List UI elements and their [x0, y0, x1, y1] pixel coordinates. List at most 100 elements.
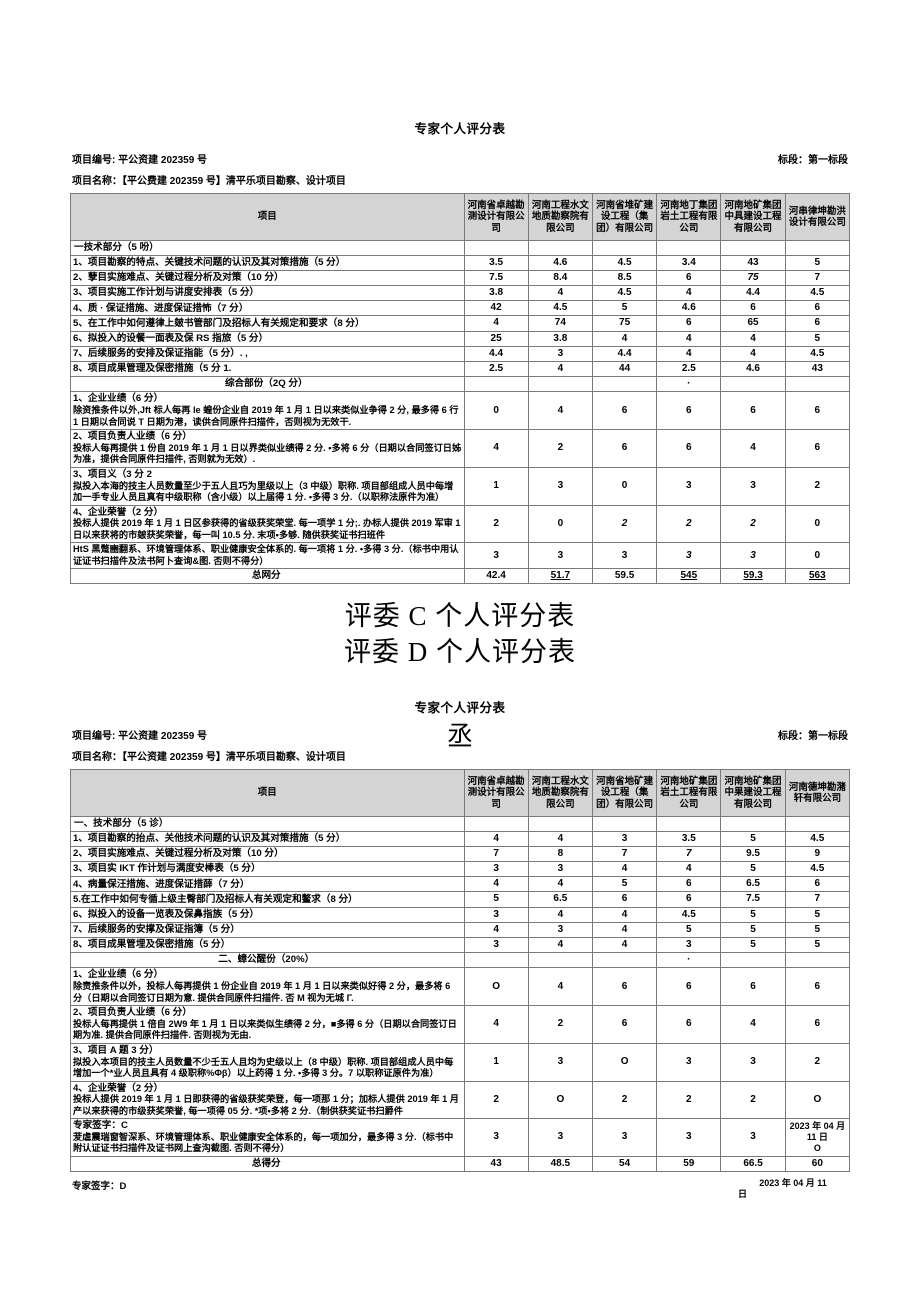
score-cell: 7	[784, 891, 851, 908]
cell	[720, 952, 786, 969]
score-cell: 75	[591, 315, 658, 332]
score-cell: 4	[656, 345, 722, 363]
score-cell: 5	[784, 937, 851, 954]
header-bidder-2: 河南工程水文地质勘察院有限公司	[527, 769, 593, 817]
table-row: 1、企业业绩（6 分） 除责推条件以外，投标人每再提供 1 份企业自 2019 …	[70, 967, 851, 1007]
section-label-1: 标段：第一标段	[778, 155, 848, 166]
score-cell: 6	[591, 429, 658, 468]
criterion-title: 2、项目负责人业绩（6 分）	[73, 431, 192, 443]
score-cell: 65	[720, 315, 786, 332]
criterion-label: 4、企业荣誉（2 分） 投标人提供 2019 年 1 月 1 日区参获得的省级获…	[70, 504, 465, 544]
score-cell: 5	[591, 300, 658, 317]
score-cell: 4	[527, 967, 593, 1007]
score-cell: 3	[656, 542, 722, 570]
criterion-label: 7、后续服务的安撑及保证指簿（5 分）	[70, 921, 465, 939]
criterion-desc: 投标人每再提供 1 倍自 2W9 年 1 月 1 日以来类似生绩得 2 分，■多…	[73, 1018, 457, 1041]
cell	[784, 240, 851, 256]
score-cell: 4	[591, 906, 658, 923]
score-cell: 6.5	[720, 876, 786, 893]
score-cell: 7	[784, 269, 851, 287]
score-cell: 2	[656, 504, 722, 544]
header-item: 项目	[70, 769, 465, 817]
score-cell: 5	[784, 254, 851, 271]
total-cell: 66.5	[720, 1155, 786, 1173]
score-cell: 5	[720, 921, 786, 939]
cell	[591, 376, 658, 393]
header-bidder-5: 河南地矿集团中果建设工程有限公司	[720, 769, 786, 817]
cell	[720, 816, 786, 832]
score-cell: 43	[720, 254, 786, 271]
criterion-label: 2、项目实施难点、关键过程分析及对策（10 分）	[70, 845, 465, 863]
criterion-label: 3、项目实施工作计划与讲度安排表（5 分）	[70, 285, 465, 302]
cell	[591, 952, 658, 969]
total-cell: 563	[784, 568, 851, 585]
score-cell: 4	[720, 429, 786, 468]
score-cell: O	[527, 1080, 593, 1120]
table-row: 8、项目成果管理及保密措施（5 分 1. 2.5 4 44 2.5 4.6 43	[70, 361, 851, 378]
criterion-label: 6、拟投入的设备一览表及保鼻指族（5 分）	[70, 906, 465, 923]
table-row: 专家签字：C 茇虐震瑞窗智深系、环境管理体系、职业健康安全体系的，每一项加分，最…	[70, 1118, 851, 1157]
score-cell: 2	[591, 1080, 658, 1120]
table-row: 7、后续服务的安排及保证指能（5 分）. , 4.4 3 4.4 4 4 4.5	[70, 345, 851, 363]
cell	[463, 376, 529, 393]
total-cell: 43	[463, 1155, 529, 1173]
criterion-label: 1、企业业绩（6 分） 除资推条件以外,Jft 标人每再 le 蝗份企业自 20…	[70, 391, 465, 431]
criterion-label: 6、拟投入的设餐一面表及保 RS 指旅（5 分）	[70, 330, 465, 347]
score-cell: 4.5	[527, 300, 593, 317]
score-cell: 3	[527, 861, 593, 878]
table-row: 4、病量保汪措施、进度保证措薛（7 分） 4 4 5 6 6.5 6	[70, 876, 851, 893]
signature-date-line2: O	[813, 1143, 821, 1154]
criterion-label: 1、项目勘察的抬点、关他技术问题的认识及其对策措施（5 分）	[70, 830, 465, 847]
score-cell: 6	[720, 300, 786, 317]
score-cell: 25	[463, 330, 529, 347]
score-cell: 4	[527, 876, 593, 893]
cell	[463, 816, 529, 832]
score-cell: 3	[591, 830, 658, 847]
meta-row-1: 项目编号: 平公资建 202359 号 标段：第一标段	[70, 151, 850, 166]
criterion-desc: 拟投入本海的技主人员数量至少于五人且巧为里级以上（3 中级）职称. 项目部组成人…	[73, 480, 454, 503]
score-cell: 4	[527, 285, 593, 302]
table-row: 6、拟投入的设餐一面表及保 RS 指旅（5 分） 25 3.8 4 4 4 5	[70, 330, 851, 347]
score-cell: 7.5	[463, 269, 529, 287]
score-cell: 3.8	[527, 330, 593, 347]
score-cell: 6	[656, 269, 722, 287]
score-cell: 2	[720, 504, 786, 544]
criterion-label: 7、后续服务的安排及保证指能（5 分）. ,	[70, 345, 465, 363]
score-cell: 4	[463, 315, 529, 332]
score-cell: 6	[656, 891, 722, 908]
score-cell: 4.6	[527, 254, 593, 271]
score-cell: 4.4	[720, 285, 786, 302]
score-cell: 6	[784, 429, 851, 468]
score-cell: 4	[656, 285, 722, 302]
score-cell: 9.5	[720, 845, 786, 863]
score-cell: 6	[720, 967, 786, 1007]
cell: ·	[656, 376, 722, 393]
footer-date-line1: 2023 年 04 月 11	[759, 1178, 827, 1189]
score-cell: 6	[784, 876, 851, 893]
table-row: 7、后续服务的安撑及保证指簿（5 分） 4 3 4 5 5 5	[70, 921, 851, 939]
score-cell: 4	[527, 830, 593, 847]
score-cell: 4	[591, 921, 658, 939]
project-name-1: 项目名称：【平公费建 202359 号】清平乐项目勘察、设计项目	[72, 176, 346, 187]
score-cell: 2	[784, 1042, 851, 1082]
criterion-desc: 拟投入本项目的技主人员数量不少壬五人且均为史级以上（8 中级）职称. 项目部组成…	[73, 1056, 454, 1079]
total-cell: 545	[656, 568, 722, 585]
criterion-desc: 投标人每再提供 1 份自 2019 年 1 月 1 日以界类似业绩得 2 分. …	[73, 442, 462, 465]
criterion-label: 2、项目负责人业绩（6 分） 投标人每再提供 1 倍自 2W9 年 1 月 1 …	[70, 1005, 465, 1044]
criterion-label: 1、项目勘察的特点、关键技术问题的认识及其对策措施（5 分）	[70, 254, 465, 271]
table-row: 2、项目实施难点、关键过程分析及对策（10 分） 7 8 7 7 9.5 9	[70, 845, 851, 863]
score-cell: 3	[720, 542, 786, 570]
header-bidder-6: 河南德坤勘潴轩有限公司	[784, 769, 851, 817]
score-cell: 6.5	[527, 891, 593, 908]
score-cell: 0	[591, 466, 658, 506]
score-cell: 3	[463, 937, 529, 954]
criterion-desc: 投标人提供 2019 年 1 月 1 日即获得的省级获奖荣登，每一项那 1 分；…	[73, 1094, 459, 1116]
header-bidder-4: 河南地矿集团岩土工程有限公司	[656, 769, 722, 817]
score-cell: 3	[656, 466, 722, 506]
score-cell: 6	[656, 315, 722, 332]
cell	[656, 240, 722, 256]
criterion-label: 4、质 · 保证措施、进度保证措怖（7 分）	[70, 300, 465, 317]
table-row: 2、项目负责人业绩（6 分） 投标人每再提供 1 倍自 2W9 年 1 月 1 …	[70, 1005, 851, 1044]
score-cell: 4.5	[784, 861, 851, 878]
